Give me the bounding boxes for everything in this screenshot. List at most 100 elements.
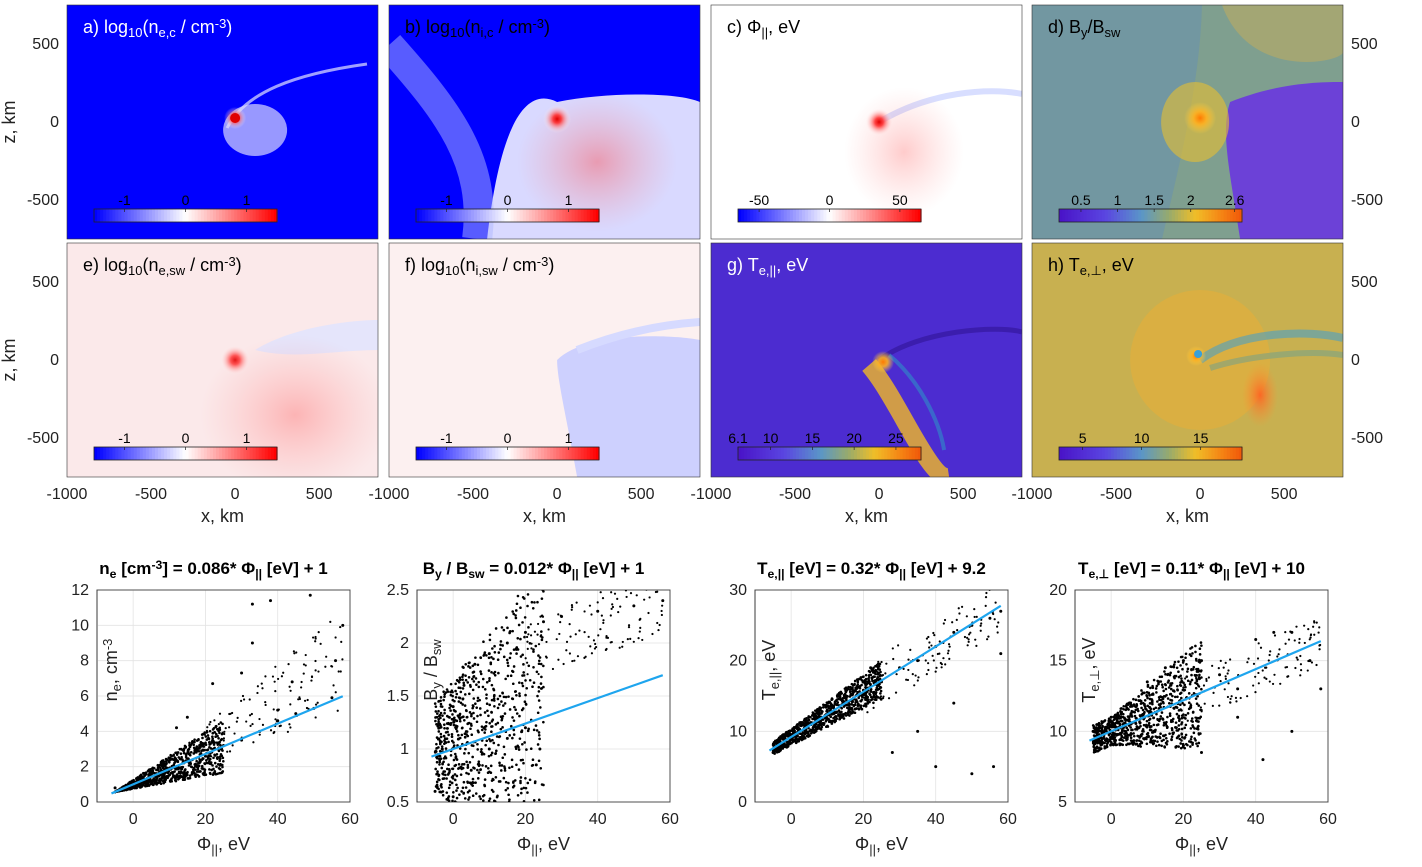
panel-d-colorbar: 0.5 1 1.5 2 2.6 bbox=[1058, 192, 1245, 223]
panel-g-xlabel: x, km bbox=[845, 506, 888, 526]
scatter-j-point bbox=[487, 652, 491, 656]
panel-g-colorbar-tick: 20 bbox=[846, 430, 862, 446]
panel-h-ytick: -500 bbox=[1351, 430, 1383, 447]
scatter-j-point bbox=[632, 604, 636, 608]
scatter-i-point bbox=[268, 599, 272, 603]
scatter-i-point bbox=[175, 726, 179, 730]
scatter-i: 0 20 40 60 0 2 4 6 8 10 12 ne [cm-3] = 0.086* Φ|| [… bbox=[71, 558, 359, 857]
panel-e-colorbar-tick: 1 bbox=[243, 430, 251, 446]
scatter-i-point bbox=[290, 680, 294, 684]
scatter-l-point bbox=[1290, 729, 1294, 733]
panel-f-title: f) log10(ni,sw / cm-3) bbox=[405, 254, 554, 278]
scatter-l-xtick: 20 bbox=[1175, 811, 1193, 828]
panel-a-colorbar: -1 0 1 bbox=[93, 192, 278, 223]
scatter-i-xlabel: Φ||, eV bbox=[197, 834, 250, 857]
scatter-j-point bbox=[596, 609, 600, 613]
panel-c-title: c) Φ||, eV bbox=[727, 17, 800, 40]
scatter-j-point bbox=[505, 736, 509, 740]
scatter-l-point bbox=[1145, 680, 1149, 684]
scatter-j-point bbox=[433, 789, 437, 793]
scatter-j-ytick: 1.5 bbox=[387, 688, 409, 705]
panel-e-title: e) log10(ne,sw / cm-3) bbox=[83, 254, 242, 278]
panel-f-colorbar-tick: 0 bbox=[504, 430, 512, 446]
panel-e-xlabel: x, km bbox=[201, 506, 244, 526]
scatter-l-point bbox=[1254, 637, 1258, 641]
scatter-l: 0 20 40 60 5 10 15 20 Te,⊥ [eV] = 0.11* Φ|| [eV]… bbox=[1049, 559, 1337, 857]
panel-g-xtick: -500 bbox=[779, 486, 811, 503]
panel-b-colorbar-tick: 0 bbox=[504, 192, 512, 208]
scatter-i-fit-line bbox=[111, 695, 344, 795]
scatter-l-point bbox=[1127, 701, 1131, 705]
scatter-j-point bbox=[534, 763, 538, 767]
scatter-l-xtick: 40 bbox=[1247, 811, 1265, 828]
panel-h-ytick: 0 bbox=[1351, 352, 1360, 369]
scatter-l-fit-line bbox=[1089, 640, 1322, 742]
panel-h-xtick: 500 bbox=[1271, 486, 1298, 503]
scatter-i-ytick: 10 bbox=[71, 617, 89, 634]
scatter-k-point bbox=[970, 772, 974, 776]
scatter-j-ytick: 1 bbox=[400, 741, 409, 758]
scatter-j-point bbox=[523, 630, 527, 634]
scatter-j-xtick: 60 bbox=[661, 811, 679, 828]
panel-f-colorbar-tick: -1 bbox=[440, 430, 453, 446]
scatter-i-title: ne [cm-3] = 0.086* Φ|| [eV] + 1 bbox=[99, 558, 327, 580]
scatter-l-xlabel: Φ||, eV bbox=[1175, 834, 1228, 857]
scatter-k: 0 20 40 60 0 10 20 30 Te,|| [eV] = 0.32* Φ|| [eV… bbox=[729, 559, 1017, 857]
scatter-l-point bbox=[1091, 729, 1095, 733]
scatter-l-point bbox=[1181, 659, 1185, 663]
scatter-j-xlabel: Φ||, eV bbox=[517, 834, 570, 857]
scatter-l-xtick: 0 bbox=[1107, 811, 1116, 828]
panel-h-colorbar: 5 10 15 bbox=[1058, 430, 1243, 461]
panel-g-xtick: -1000 bbox=[691, 486, 732, 503]
panel-e-colorbar: -1 0 1 bbox=[93, 430, 278, 461]
scatter-l-point bbox=[1261, 758, 1265, 762]
scatter-i-xtick: 20 bbox=[197, 811, 215, 828]
scatter-k-point bbox=[916, 729, 920, 733]
scatter-i-point bbox=[185, 715, 189, 719]
panel-d-ytick: 500 bbox=[1351, 36, 1378, 53]
panel-b-colorbar: -1 0 1 bbox=[415, 192, 600, 223]
scatter-i-ytick: 8 bbox=[80, 653, 89, 670]
scatter-i-point bbox=[113, 786, 117, 790]
scatter-k-ytick: 0 bbox=[738, 794, 747, 811]
panel-a-background bbox=[67, 5, 378, 239]
panel-g-xtick: 0 bbox=[875, 486, 884, 503]
panel-a-ytick: 500 bbox=[32, 36, 59, 53]
scatter-k-point bbox=[952, 630, 956, 634]
panel-f: f) log10(ni,sw / cm-3) -1 0 1 -1000 -500 0 500 x… bbox=[369, 242, 701, 526]
scatter-j-point bbox=[505, 641, 509, 645]
scatter-k-point bbox=[916, 659, 920, 663]
scatter-j-xtick: 40 bbox=[589, 811, 607, 828]
scatter-k-xtick: 20 bbox=[855, 811, 873, 828]
scatter-j-ytick: 0.5 bbox=[387, 794, 409, 811]
scatter-k-ytick: 10 bbox=[729, 723, 747, 740]
panel-e-colorbar-tick: -1 bbox=[118, 430, 131, 446]
scatter-l-title: Te,⊥ [eV] = 0.11* Φ|| [eV] + 10 bbox=[1078, 559, 1305, 581]
scatter-l-point bbox=[1200, 751, 1203, 755]
scatter-j-point bbox=[542, 620, 545, 624]
scatter-i-ytick: 2 bbox=[80, 759, 89, 776]
scatter-j-xtick: 20 bbox=[517, 811, 535, 828]
panel-d-title: d) By/Bsw bbox=[1048, 17, 1121, 40]
panel-a-colorbar-tick: -1 bbox=[118, 192, 131, 208]
scatter-l-point bbox=[1109, 715, 1113, 719]
scatter-i-xtick: 0 bbox=[129, 811, 138, 828]
panel-h: h) Te,⊥, eV 5 10 15 500 0 -500 -1000 -500 0 500 x, … bbox=[1012, 242, 1383, 526]
scatter-l-point bbox=[1181, 743, 1185, 747]
panel-e-ytick: 500 bbox=[32, 274, 59, 291]
panel-b-title: b) log10(ni,c / cm-3) bbox=[405, 16, 550, 40]
panel-h-xtick: -1000 bbox=[1012, 486, 1053, 503]
scatter-i-xtick: 40 bbox=[269, 811, 287, 828]
scatter-k-title: Te,|| [eV] = 0.32* Φ|| [eV] + 9.2 bbox=[757, 559, 986, 581]
scatter-k-ylabel: Te,||, eV bbox=[759, 640, 782, 701]
panel-e-xtick: -500 bbox=[135, 486, 167, 503]
panel-f-xtick: 500 bbox=[628, 486, 655, 503]
scatter-i-xtick: 60 bbox=[341, 811, 359, 828]
scatter-k-xtick: 40 bbox=[927, 811, 945, 828]
scatter-j-ytick: 2.5 bbox=[387, 582, 409, 599]
scatter-j-ylabel: By / Bsw bbox=[421, 639, 444, 701]
scatter-k-point bbox=[999, 652, 1003, 656]
scatter-l-point bbox=[1290, 630, 1294, 634]
scatter-i-point bbox=[334, 659, 338, 663]
scatter-j-point bbox=[560, 615, 564, 618]
